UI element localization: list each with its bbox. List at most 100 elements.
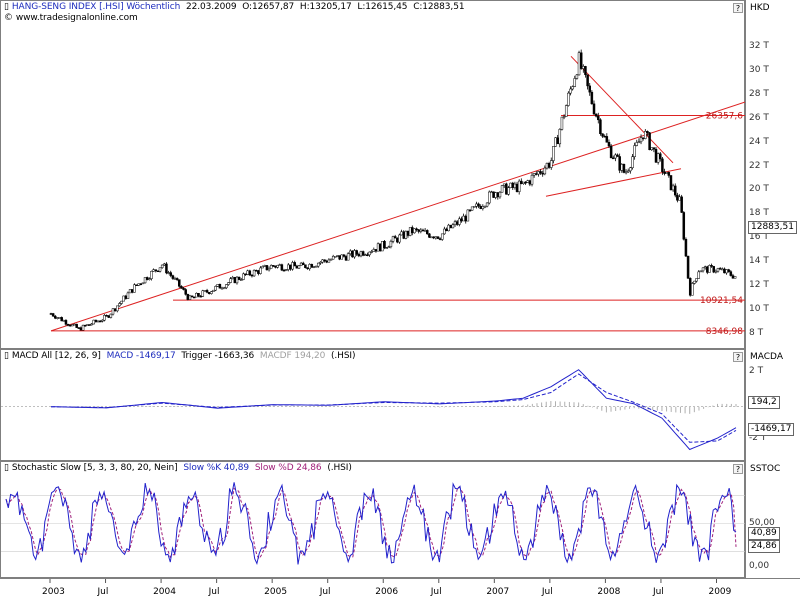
candle-body xyxy=(520,180,523,184)
candle-body xyxy=(603,135,606,138)
candle-body xyxy=(152,269,155,272)
candle-body xyxy=(680,196,683,213)
candle-body xyxy=(178,279,181,287)
candle-body xyxy=(227,282,230,285)
candle-body xyxy=(225,284,228,289)
candle-body xyxy=(321,259,324,263)
candle-body xyxy=(481,206,485,209)
candle-body xyxy=(118,303,121,307)
candle-body xyxy=(475,203,478,207)
candle-body xyxy=(173,278,177,280)
candle-body xyxy=(107,315,110,318)
candle-body xyxy=(165,263,168,274)
macdf-badge: 194,2 xyxy=(748,396,780,409)
time-label: Jul xyxy=(319,587,331,597)
candle-body xyxy=(449,224,453,229)
candle-body xyxy=(682,212,686,240)
candle-body xyxy=(609,145,613,159)
level-label: 10921,54 xyxy=(700,296,743,306)
candle-body xyxy=(590,91,594,105)
candle-body xyxy=(171,275,175,279)
macd-help-button[interactable]: ? xyxy=(733,352,743,362)
price-plot-area[interactable]: 26357,6 10921,54 8346,98 ▯ HANG-SENG INDEX … xyxy=(0,0,746,349)
candle-body xyxy=(49,313,53,315)
candle-body xyxy=(659,153,662,160)
candle-body xyxy=(201,290,205,297)
candle-body xyxy=(535,173,538,175)
candle-body xyxy=(389,241,393,248)
macd-axis: MACDA 2 T 194,2 -2 T -1469,17 xyxy=(745,349,800,461)
help-button[interactable]: ? xyxy=(733,3,743,13)
candle-body xyxy=(190,295,194,298)
time-label: 2006 xyxy=(375,587,398,597)
candle-body xyxy=(468,209,472,212)
candle-body xyxy=(582,66,585,69)
site-credit: © www.tradesignalonline.com xyxy=(4,13,138,23)
candle-body xyxy=(86,324,89,326)
candle-body xyxy=(280,264,284,271)
candle-body xyxy=(148,278,151,280)
candle-body xyxy=(413,228,416,234)
candle-body xyxy=(616,154,619,157)
candle-body xyxy=(319,261,322,264)
candle-body xyxy=(374,249,378,252)
candle-body xyxy=(524,181,527,184)
macd-panel: ▯ MACD All [12, 26, 9] MACD -1469,17 Trig… xyxy=(0,349,800,461)
candle-body xyxy=(370,251,373,253)
candle-body xyxy=(644,131,647,139)
open-value: O:12657,87 xyxy=(242,2,295,12)
candle-body xyxy=(184,289,187,295)
candle-body xyxy=(473,206,476,208)
candle-body xyxy=(727,269,730,272)
candle-body xyxy=(498,191,502,198)
candle-body xyxy=(599,119,602,134)
candle-body xyxy=(479,205,482,209)
candle-body xyxy=(729,271,733,276)
candle-body xyxy=(346,253,350,261)
candle-body xyxy=(502,183,506,186)
candle-body xyxy=(192,296,196,299)
candle-body xyxy=(393,236,397,239)
candle-body xyxy=(94,319,98,322)
candle-body xyxy=(391,236,395,242)
time-label: Jul xyxy=(97,587,109,597)
stoch-help-button[interactable]: ? xyxy=(733,464,743,474)
time-label: 2003 xyxy=(42,587,65,597)
time-label: 2009 xyxy=(708,587,731,597)
stoch-legend: ▯ Stochastic Slow [5, 3, 3, 80, 20, Nein]… xyxy=(4,463,352,473)
candle-body xyxy=(699,270,703,273)
candle-body xyxy=(240,279,243,281)
candle-body xyxy=(156,270,160,273)
candle-body xyxy=(515,183,519,192)
candle-body xyxy=(673,185,677,196)
candle-body xyxy=(150,270,153,279)
candle-body xyxy=(323,259,326,262)
macd-plot-area[interactable]: ▯ MACD All [12, 26, 9] MACD -1469,17 Trig… xyxy=(0,349,746,461)
price-chart-svg: 26357,6 10921,54 8346,98 xyxy=(49,49,746,337)
candle-body xyxy=(137,283,140,286)
macd-line xyxy=(50,369,737,451)
price-tick-label: 22 T xyxy=(749,160,769,171)
candle-body xyxy=(652,147,656,150)
candle-body xyxy=(605,136,609,143)
candle-body xyxy=(505,183,508,195)
stoch-plot-area[interactable]: ▯ Stochastic Slow [5, 3, 3, 80, 20, Nein]… xyxy=(0,461,746,578)
candle-body xyxy=(304,264,307,269)
candle-body xyxy=(656,153,660,163)
candle-body xyxy=(443,228,446,235)
candle-body xyxy=(175,278,179,280)
candle-body xyxy=(577,52,581,76)
candle-body xyxy=(466,209,470,222)
time-label: Jul xyxy=(430,587,442,597)
candle-body xyxy=(592,103,596,115)
candle-body xyxy=(440,233,444,240)
candle-body xyxy=(494,192,497,198)
candle-body xyxy=(496,192,500,198)
candle-body xyxy=(83,324,87,327)
candle-body xyxy=(139,283,143,285)
currency-label: HKD xyxy=(750,3,770,13)
candle-body xyxy=(629,167,632,172)
candle-body xyxy=(526,180,529,183)
candle-body xyxy=(297,265,301,269)
candle-body xyxy=(351,250,354,258)
